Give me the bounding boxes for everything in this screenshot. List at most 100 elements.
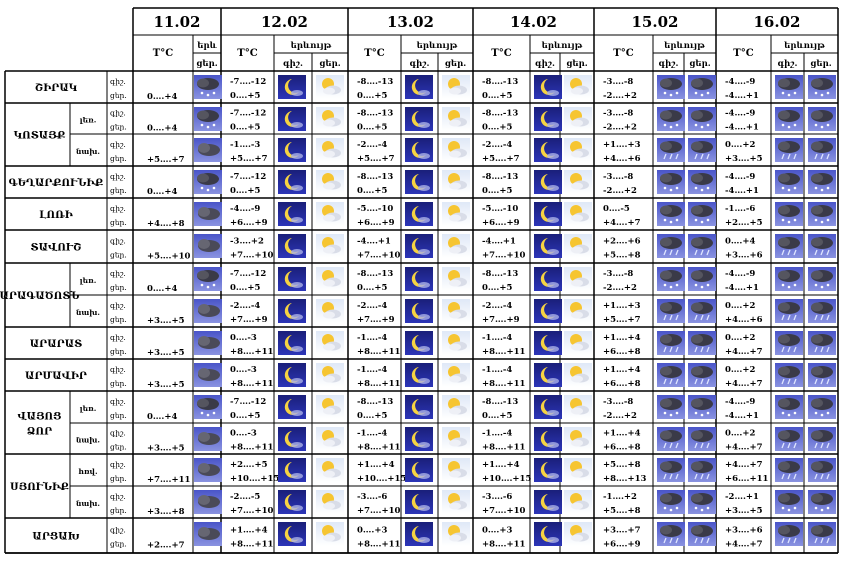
temp-night-value: -7….-12	[230, 269, 266, 279]
temp-day-value: +4….+6	[725, 315, 763, 325]
partsun-icon	[564, 395, 592, 419]
snowcloud-icon	[194, 75, 222, 99]
temp-day-value: -4….+1	[725, 91, 759, 101]
day-row-label: ցեր.	[110, 474, 127, 483]
moon-icon	[405, 363, 433, 387]
raincloud-icon	[687, 137, 717, 163]
moon-icon	[534, 202, 562, 226]
temp-header: T°C	[364, 48, 384, 59]
snowcloud-icon	[775, 490, 803, 514]
temp-night-value: 0….+3	[357, 526, 387, 536]
temp-night-value: +4….+7	[725, 460, 763, 470]
raincloud-icon	[656, 233, 686, 259]
raincloud-icon	[656, 457, 686, 483]
temp-night-value: 0….-5	[603, 204, 630, 214]
partsun-icon	[442, 363, 470, 387]
sky-header: երևույթ	[417, 41, 458, 51]
temp-header: T°C	[153, 48, 173, 59]
partsun-icon	[316, 234, 344, 258]
moon-icon	[534, 234, 562, 258]
temp-day-value: 0….+5	[482, 186, 512, 196]
night-row-label: գիշ.	[110, 77, 126, 86]
temp-night-value: 0….-3	[230, 365, 257, 375]
partsun-icon	[442, 202, 470, 226]
temp-night-value: -4….+1	[357, 237, 391, 247]
day-row-label: ցեր.	[110, 186, 127, 195]
night-row-label: գիշ.	[110, 460, 126, 469]
partsun-icon	[564, 363, 592, 387]
partsun-icon	[316, 522, 344, 546]
temp-day-value: +8….+11	[482, 443, 526, 453]
moon-icon	[534, 267, 562, 291]
night-header: գիշ.	[659, 59, 679, 69]
temp-night-value: -4….-9	[725, 397, 755, 407]
night-row-label: գիշ.	[110, 301, 126, 310]
temp-header: T°C	[733, 48, 753, 59]
cloud-icon	[194, 363, 222, 387]
sub-area-label: նախ.	[76, 499, 100, 508]
day-row-label: ցեր.	[110, 347, 127, 356]
partsun-icon	[564, 107, 592, 131]
partsun-icon	[316, 75, 344, 99]
night-header: գիշ.	[535, 59, 555, 69]
temp-night-value: -1….-4	[482, 333, 512, 343]
raincloud-icon	[807, 426, 837, 452]
temp-day-value: +2….+5	[725, 218, 763, 228]
temp-value: 0….+4	[147, 92, 177, 102]
temp-day-value: +5….+7	[357, 154, 395, 164]
snowcloud-icon	[775, 267, 803, 291]
temp-day-value: +8….+11	[482, 347, 526, 357]
night-row-label: գիշ.	[110, 140, 126, 149]
partsun-icon	[316, 395, 344, 419]
temp-value: +3….+5	[147, 316, 185, 326]
sky-header: երևույթ	[291, 41, 332, 51]
temp-day-value: 0….+5	[482, 123, 512, 133]
raincloud-icon	[807, 457, 837, 483]
temp-day-value: +7….+10	[230, 506, 274, 516]
partsun-icon	[442, 522, 470, 546]
temp-night-value: -4….-9	[725, 109, 755, 119]
snowcloud-icon	[688, 395, 716, 419]
day-row-label: ցեր.	[110, 540, 127, 549]
moon-icon	[278, 458, 306, 482]
temp-day-value: 0….+5	[230, 411, 260, 421]
moon-icon	[278, 522, 306, 546]
night-row-label: գիշ.	[110, 237, 126, 246]
temp-night-value: -7….-12	[230, 172, 266, 182]
temp-day-value: +6….+8	[603, 443, 641, 453]
moon-icon	[278, 170, 306, 194]
region-name: ԱՐԱՐԱՏ	[30, 339, 83, 350]
moon-icon	[278, 331, 306, 355]
cloud-icon	[194, 522, 222, 546]
cloud-icon	[194, 331, 222, 355]
sub-area-label: լեռ.	[80, 276, 97, 285]
raincloud-icon	[774, 330, 804, 356]
temp-header: T°C	[237, 48, 257, 59]
moon-icon	[278, 490, 306, 514]
temp-day-value: 0….+5	[357, 123, 387, 133]
temp-day-value: +3….+5	[725, 154, 763, 164]
temp-night-value: -4….-9	[725, 269, 755, 279]
snowcloud-icon	[688, 267, 716, 291]
temp-day-value: +8….+11	[482, 379, 526, 389]
temp-day-value: +4….+7	[603, 218, 641, 228]
temp-day-value: -2….+2	[603, 411, 637, 421]
raincloud-icon	[687, 298, 717, 324]
temp-night-value: 0….+4	[725, 237, 755, 247]
temp-value: +4….+8	[147, 219, 185, 229]
temp-night-value: -5….-10	[482, 204, 518, 214]
cloud-icon	[194, 138, 222, 162]
snowcloud-icon	[194, 395, 222, 419]
temp-night-value: -3….-8	[603, 77, 633, 87]
temp-night-value: -3….-8	[603, 397, 633, 407]
partsun-icon	[442, 107, 470, 131]
temp-night-value: 0….+2	[725, 365, 755, 375]
date-header: 11.02	[154, 13, 201, 31]
moon-icon	[405, 331, 433, 355]
temp-night-value: -8….-13	[357, 397, 393, 407]
temp-value: 0….+4	[147, 124, 177, 134]
temp-night-value: -1….-6	[725, 204, 755, 214]
temp-night-value: -2….-4	[230, 301, 260, 311]
temp-value: 0….+4	[147, 187, 177, 197]
